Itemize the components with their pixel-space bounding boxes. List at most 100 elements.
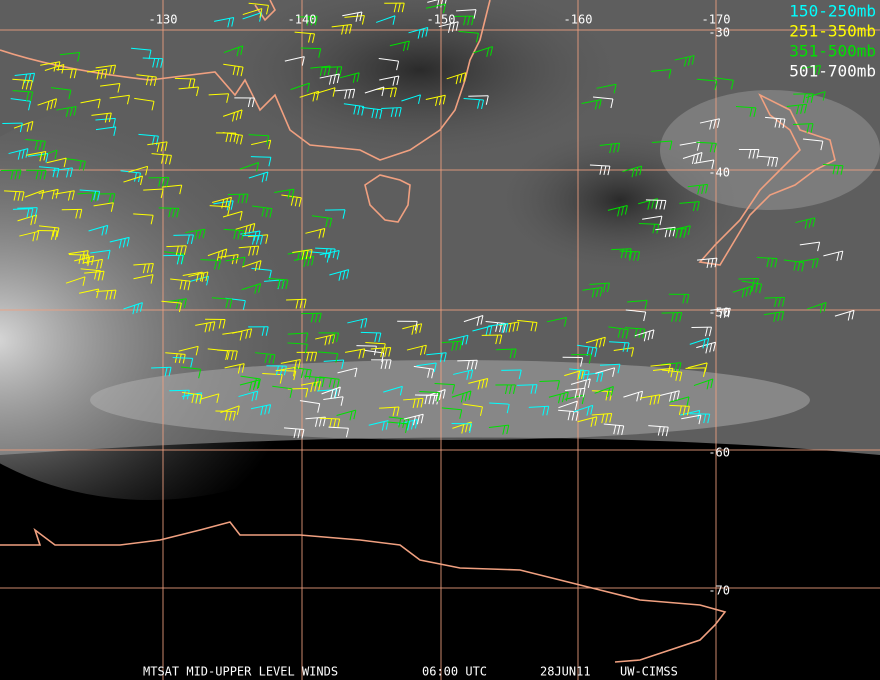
barb-feather (252, 223, 256, 233)
wind-barb (441, 340, 463, 351)
barb-feather (659, 215, 663, 226)
wind-barb (451, 390, 472, 403)
barb-staff (319, 376, 340, 380)
barb-feather (239, 211, 243, 221)
wind-barb (300, 381, 322, 393)
barb-feather (609, 413, 613, 423)
barb-feather (56, 227, 60, 238)
wind-barb (800, 64, 821, 76)
barb-staff (596, 83, 617, 89)
barb-feather (96, 288, 100, 299)
barb-feather (748, 149, 752, 159)
barb-staff (634, 329, 655, 337)
wind-barb (793, 93, 814, 104)
wind-barb (589, 282, 610, 293)
wind-barb (425, 3, 447, 14)
barb-feather (353, 410, 357, 420)
barb-feather (269, 208, 273, 218)
barb-feather (415, 324, 419, 334)
barb-feather (66, 168, 69, 178)
barb-staff (800, 64, 821, 69)
barb-feather (745, 287, 749, 297)
barb-feather (808, 218, 812, 228)
barb-staff (250, 156, 271, 158)
barb-staff (251, 267, 272, 271)
wind-barb (254, 352, 276, 364)
wind-barb (227, 193, 249, 204)
barb-feather (82, 276, 86, 286)
barb-feather (580, 357, 584, 367)
wind-barb (13, 120, 34, 132)
barb-feather (338, 271, 342, 281)
barb-feather (602, 283, 606, 293)
barb-feather (91, 256, 95, 266)
barb-feather (617, 328, 621, 338)
barb-feather (362, 348, 366, 358)
barb-staff (408, 26, 428, 34)
barb-staff (499, 321, 519, 326)
barb-staff (319, 250, 340, 256)
barb-feather (710, 258, 714, 268)
wind-barb (178, 345, 199, 356)
wind-barb (272, 385, 293, 398)
barb-feather (459, 409, 463, 419)
barb-staff (334, 88, 355, 92)
wind-barb (56, 68, 77, 79)
wind-barb (501, 369, 522, 380)
barb-staff (12, 90, 33, 93)
barb-feather (466, 360, 470, 370)
barb-staff (151, 153, 172, 156)
barb-feather (205, 271, 209, 282)
barb-feather (229, 299, 233, 309)
barb-feather (337, 418, 341, 429)
barb-staff (611, 248, 632, 251)
barb-feather (241, 363, 245, 373)
barb-feather (691, 154, 695, 165)
barb-feather (174, 353, 178, 363)
barb-feather (749, 286, 753, 296)
barb-feather (561, 393, 565, 403)
barb-feather (291, 189, 295, 199)
barb-feather (341, 359, 345, 370)
barb-staff (287, 332, 308, 335)
barb-feather (647, 330, 651, 341)
barb-feather (208, 322, 212, 332)
wind-barb (2, 122, 23, 133)
wind-barb (573, 404, 594, 416)
barb-feather (598, 338, 602, 348)
barb-feather (357, 105, 361, 116)
barb-feather (452, 384, 456, 394)
barb-staff (319, 73, 340, 79)
wind-barb (50, 87, 72, 100)
barb-feather (268, 404, 272, 414)
barb-staff (638, 198, 658, 205)
wind-barb (565, 387, 586, 399)
barb-feather (187, 281, 191, 291)
wind-barb (248, 326, 269, 336)
wind-barb (713, 77, 734, 90)
barb-feather (281, 279, 285, 289)
wind-barb (189, 275, 210, 286)
wind-barb (215, 132, 237, 143)
barb-feather (778, 118, 782, 128)
barb-feather (14, 170, 18, 180)
barb-feather (139, 302, 143, 312)
barb-feather (389, 88, 393, 98)
barb-feather (346, 269, 350, 279)
barb-feather (358, 349, 362, 359)
wind-barb (402, 323, 423, 335)
wind-barb (331, 24, 353, 35)
barb-staff (679, 141, 700, 146)
barb-staff (661, 362, 682, 365)
barb-feather (335, 353, 339, 363)
barb-feather (432, 395, 436, 405)
wind-barb (54, 190, 75, 201)
barb-staff (299, 90, 319, 98)
barb-feather (755, 283, 759, 293)
wind-barb (425, 94, 446, 107)
wind-barbs (1, 0, 855, 439)
barb-feather (442, 95, 446, 105)
barb-staff (425, 3, 446, 9)
wind-barb (136, 74, 157, 87)
barb-feather (36, 231, 40, 241)
